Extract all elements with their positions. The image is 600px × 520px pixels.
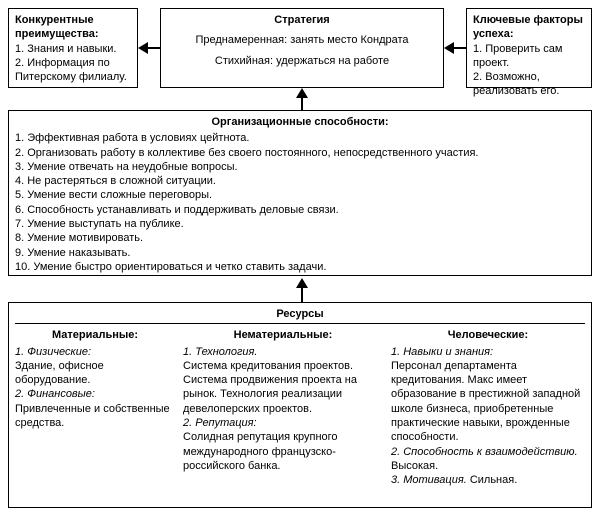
org-item-5: 5. Умение вести сложные переговоры.: [15, 188, 585, 202]
intangible-tech-body: Система кредитования проектов. Система п…: [183, 359, 383, 416]
resources-human-col: Человеческие: 1. Навыки и знания: Персон…: [391, 328, 585, 487]
human-skills-body: Персонал департамента кредитования. Макс…: [391, 359, 585, 445]
org-item-3-text: Умение отвечать на неудобные вопросы.: [27, 161, 237, 173]
success-heading: Ключевые факторы успеха:: [473, 13, 585, 42]
org-item-4-text: Не растеряться в сложной ситуации.: [27, 175, 216, 187]
org-item-10-text: Умение быстро ориентироваться и четко ст…: [33, 261, 326, 273]
org-item-1-text: Эффективная работа в условиях цейтнота.: [27, 132, 249, 144]
material-heading: Материальные:: [15, 328, 175, 342]
human-interact-label: 2. Способность к взаимодействию.: [391, 446, 578, 458]
resources-heading: Ресурсы: [15, 307, 585, 321]
success-item-2-text: Возможно, реализовать его.: [473, 71, 559, 97]
advantages-item-2-text: Информация по Питерскому филиалу.: [15, 57, 127, 83]
org-item-9: 9. Умение наказывать.: [15, 246, 585, 260]
org-item-6-text: Способность устанавливать и поддерживать…: [27, 204, 338, 216]
org-item-1: 1. Эффективная работа в условиях цейтнот…: [15, 131, 585, 145]
org-item-5-text: Умение вести сложные переговоры.: [27, 189, 212, 201]
org-item-8: 8. Умение мотивировать.: [15, 231, 585, 245]
arrow-resources-to-org: [294, 278, 310, 302]
advantages-item-1: 1. Знания и навыки.: [15, 42, 131, 56]
org-item-7: 7. Умение выступать на публике.: [15, 217, 585, 231]
org-item-2: 2. Организовать работу в коллективе без …: [15, 146, 585, 160]
arrow-strategy-to-advantages: [138, 40, 160, 56]
material-physical-label: 1. Физические:: [15, 345, 175, 359]
success-item-1-text: Проверить сам проект.: [473, 43, 562, 69]
human-motiv-label: 3. Мотивация.: [391, 474, 467, 486]
advantages-item-1-text: Знания и навыки.: [27, 43, 116, 55]
org-item-8-text: Умение мотивировать.: [27, 232, 143, 244]
org-item-2-text: Организовать работу в коллективе без сво…: [27, 147, 478, 159]
strategy-heading: Стратегия: [167, 13, 437, 27]
success-item-1: 1. Проверить сам проект.: [473, 42, 585, 71]
org-heading: Организационные способности:: [15, 115, 585, 129]
resources-material-col: Материальные: 1. Физические: Здание, офи…: [15, 328, 175, 487]
strategy-box: Стратегия Преднамеренная: занять место К…: [160, 8, 444, 88]
material-physical-body: Здание, офисное оборудование.: [15, 359, 175, 388]
arrow-success-to-strategy: [444, 40, 466, 56]
human-interact-line: 2. Способность к взаимодействию. Высокая…: [391, 445, 585, 474]
org-item-7-text: Умение выступать на публике.: [27, 218, 183, 230]
org-item-3: 3. Умение отвечать на неудобные вопросы.: [15, 160, 585, 174]
org-item-6: 6. Способность устанавливать и поддержив…: [15, 203, 585, 217]
org-item-10: 10. Умение быстро ориентироваться и четк…: [15, 260, 585, 274]
human-interact-body: Высокая.: [391, 460, 438, 472]
human-motiv-body: Сильная.: [470, 474, 517, 486]
success-factors-box: Ключевые факторы успеха: 1. Проверить са…: [466, 8, 592, 88]
advantages-box: Конкурентные преимущества: 1. Знания и н…: [8, 8, 138, 88]
org-item-9-text: Умение наказывать.: [27, 247, 130, 259]
arrow-org-to-strategy: [294, 88, 310, 110]
org-item-4: 4. Не растеряться в сложной ситуации.: [15, 174, 585, 188]
strategy-deliberate: Преднамеренная: занять место Кондрата: [167, 33, 437, 47]
human-heading: Человеческие:: [391, 328, 585, 342]
org-capabilities-box: Организационные способности: 1. Эффектив…: [8, 110, 592, 276]
material-financial-body: Привлеченные и собственные средства.: [15, 402, 175, 431]
material-financial-label: 2. Финансовые:: [15, 387, 175, 401]
intangible-heading: Нематериальные:: [183, 328, 383, 342]
intangible-tech-label: 1. Технология.: [183, 345, 383, 359]
resources-intangible-col: Нематериальные: 1. Технология. Система к…: [183, 328, 383, 487]
human-motiv-line: 3. Мотивация. Сильная.: [391, 473, 585, 487]
strategy-emergent: Стихийная: удержаться на работе: [167, 54, 437, 68]
advantages-heading: Конкурентные преимущества:: [15, 13, 131, 42]
human-skills-label: 1. Навыки и знания:: [391, 345, 585, 359]
resources-box: Ресурсы Материальные: 1. Физические: Зда…: [8, 302, 592, 508]
advantages-item-2: 2. Информация по Питерскому филиалу.: [15, 56, 131, 85]
success-item-2: 2. Возможно, реализовать его.: [473, 70, 585, 99]
intangible-rep-label: 2. Репутация:: [183, 416, 383, 430]
intangible-rep-body: Солидная репутация крупного международно…: [183, 430, 383, 473]
